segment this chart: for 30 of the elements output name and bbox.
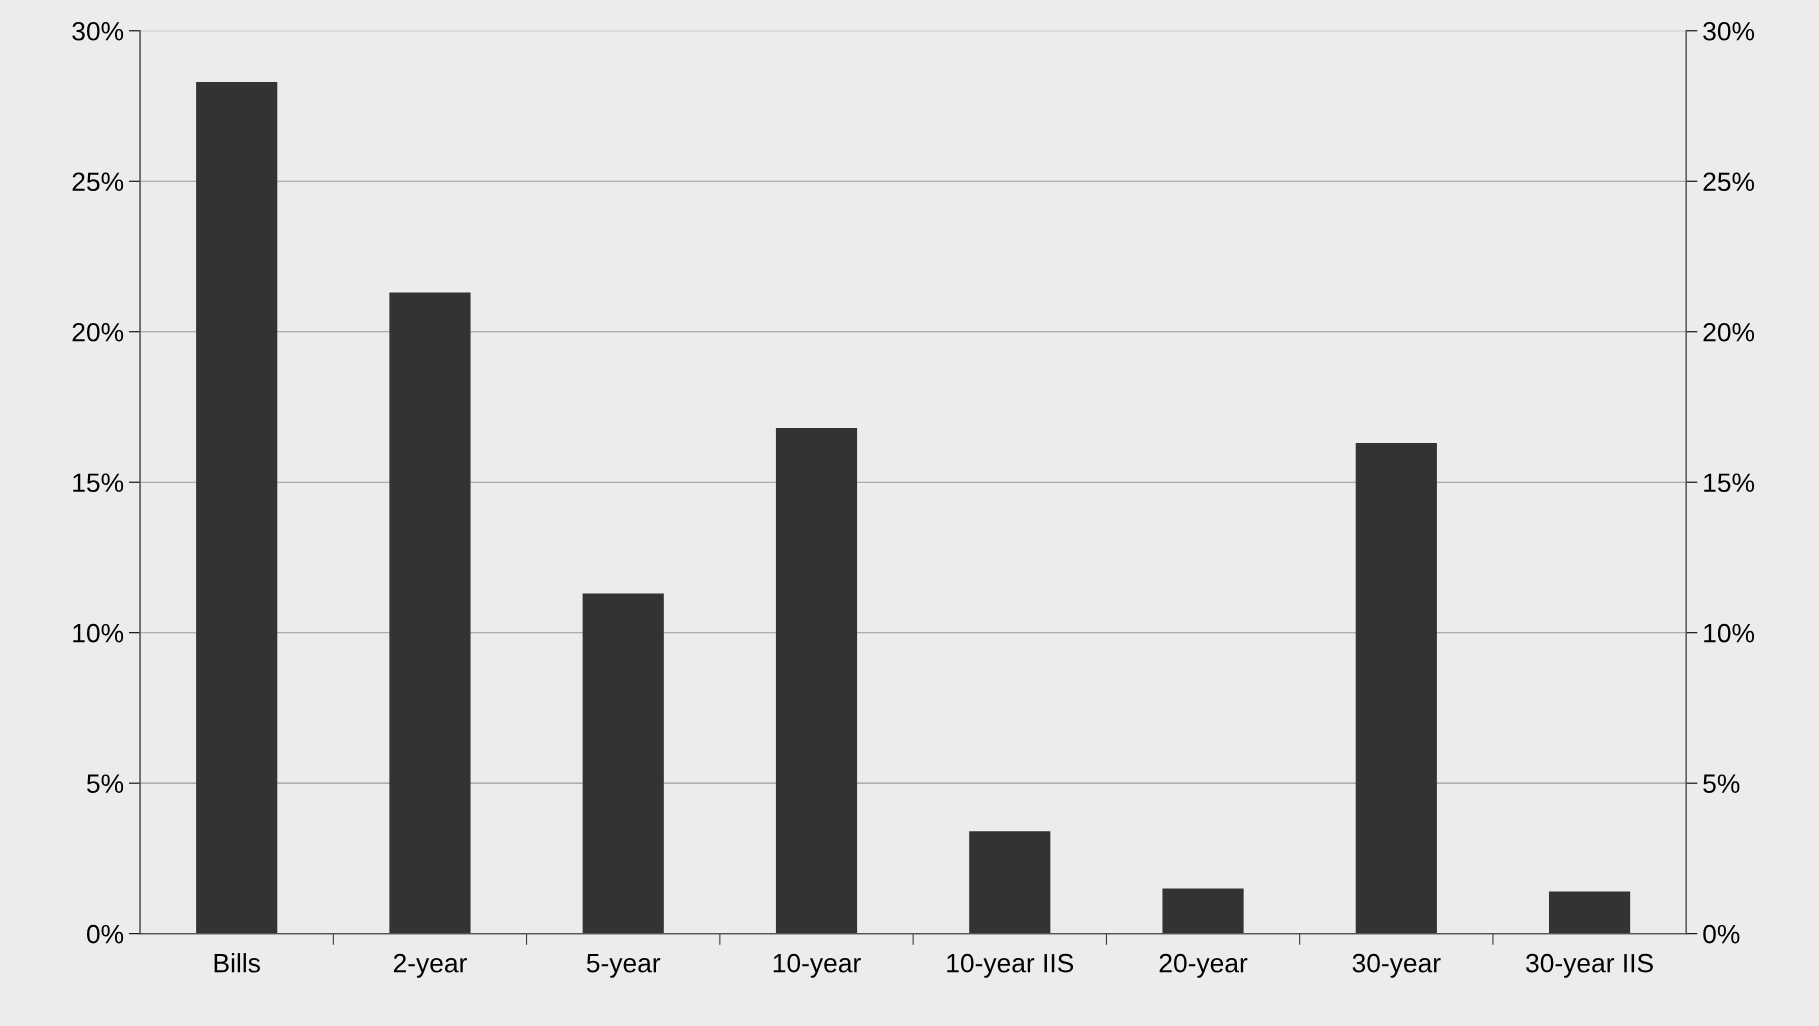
bar bbox=[389, 292, 471, 934]
y2-tick-label: 15% bbox=[1704, 473, 1755, 493]
y-tick-label: 5% bbox=[87, 774, 124, 793]
x-tick-label: 30-year bbox=[1352, 953, 1441, 978]
x-tick-label: 10-year IIS bbox=[947, 953, 1074, 978]
x-tick-label: 5-year bbox=[586, 954, 661, 978]
y-tick-label: 10% bbox=[73, 623, 124, 643]
y2-tick-label: 25% bbox=[1703, 172, 1755, 192]
y2-tick-label: 5% bbox=[1703, 774, 1740, 793]
y-tick-label: 25% bbox=[72, 172, 124, 192]
y2-tick-label: 10% bbox=[1704, 623, 1755, 643]
x-tick-label: 10-year bbox=[773, 953, 861, 978]
bar bbox=[969, 831, 1051, 934]
y-tick-label: 30% bbox=[72, 21, 124, 41]
bar bbox=[775, 428, 858, 934]
x-tick-label: 30-year IIS bbox=[1526, 953, 1653, 978]
y2-tick-label: 0% bbox=[1703, 924, 1740, 944]
bar bbox=[1162, 888, 1244, 934]
y2-tick-label: 30% bbox=[1703, 21, 1755, 41]
bar bbox=[1355, 443, 1437, 934]
bar bbox=[582, 593, 664, 934]
y-tick-label: 20% bbox=[72, 322, 124, 342]
bar bbox=[1548, 891, 1631, 934]
y-tick-label: 0% bbox=[86, 924, 124, 944]
y2-tick-label: 20% bbox=[1703, 322, 1755, 342]
x-tick-label: Bills bbox=[214, 953, 260, 973]
bar bbox=[196, 81, 278, 934]
x-tick-label: 20-year bbox=[1159, 953, 1248, 978]
y-tick-label: 15% bbox=[73, 473, 124, 493]
x-tick-label: 2-year bbox=[393, 953, 467, 978]
